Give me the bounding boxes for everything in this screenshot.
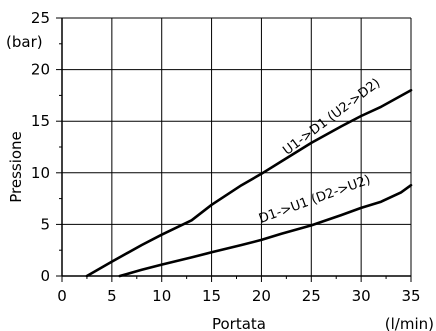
ticks: 0 5 10 15 20 25 30 35 0 5 10 15 20 25: [31, 9, 421, 305]
x-tick-label: 25: [302, 287, 321, 305]
series-label-lower: D1->U1 (D2->U2): [257, 173, 373, 227]
y-tick-label: 0: [40, 267, 50, 285]
x-axis-label: Portata: [212, 315, 266, 331]
y-tick-label: 25: [31, 9, 50, 27]
x-tick-label: 10: [152, 287, 171, 305]
y-axis-label: Pressione: [7, 131, 25, 203]
x-tick-label: 0: [57, 287, 67, 305]
y-tick-label: 10: [31, 164, 50, 182]
curves: [85, 88, 413, 278]
y-axis-unit: (bar): [6, 33, 43, 51]
x-tick-label: 35: [401, 287, 420, 305]
y-tick-label: 15: [31, 112, 50, 130]
series-label-upper: U1->D1 (U2->D2): [280, 76, 383, 159]
x-tick-label: 5: [107, 287, 117, 305]
x-tick-label: 30: [352, 287, 371, 305]
y-tick-label: 20: [31, 61, 50, 79]
x-tick-label: 15: [202, 287, 221, 305]
y-tick-label: 5: [40, 215, 50, 233]
series-line-2: [118, 183, 413, 278]
axes: [61, 18, 411, 277]
series-line-1: [85, 88, 413, 278]
x-axis-unit: (l/min): [385, 315, 434, 331]
x-tick-label: 20: [252, 287, 271, 305]
grid: [62, 17, 412, 276]
